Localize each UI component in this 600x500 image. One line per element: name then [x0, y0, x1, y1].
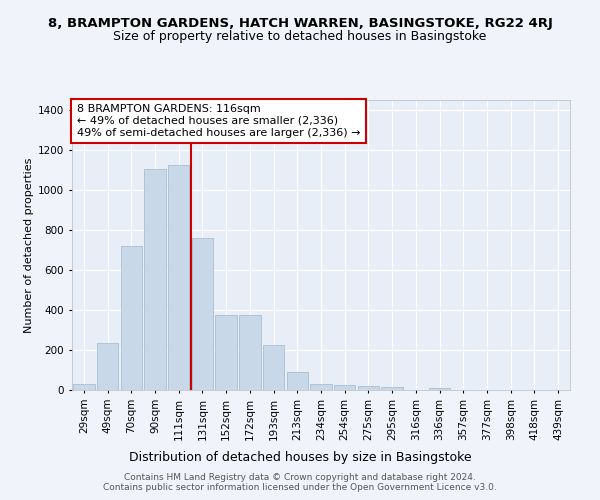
Bar	[192, 238, 213, 390]
Bar	[263, 345, 284, 390]
Text: Size of property relative to detached houses in Basingstoke: Size of property relative to detached ho…	[113, 30, 487, 43]
Bar	[287, 372, 308, 390]
Bar	[239, 315, 260, 390]
Y-axis label: Number of detached properties: Number of detached properties	[24, 158, 34, 332]
Bar	[334, 385, 355, 390]
Bar	[215, 315, 237, 390]
Text: Contains HM Land Registry data © Crown copyright and database right 2024.
Contai: Contains HM Land Registry data © Crown c…	[103, 473, 497, 492]
Bar	[121, 246, 142, 390]
Bar	[310, 384, 332, 390]
Text: 8, BRAMPTON GARDENS, HATCH WARREN, BASINGSTOKE, RG22 4RJ: 8, BRAMPTON GARDENS, HATCH WARREN, BASIN…	[47, 18, 553, 30]
Bar	[145, 169, 166, 390]
Bar	[73, 384, 95, 390]
Text: Distribution of detached houses by size in Basingstoke: Distribution of detached houses by size …	[128, 451, 472, 464]
Bar	[97, 343, 118, 390]
Text: 8 BRAMPTON GARDENS: 116sqm
← 49% of detached houses are smaller (2,336)
49% of s: 8 BRAMPTON GARDENS: 116sqm ← 49% of deta…	[77, 104, 361, 138]
Bar	[168, 165, 190, 390]
Bar	[382, 387, 403, 390]
Bar	[358, 386, 379, 390]
Bar	[429, 388, 450, 390]
